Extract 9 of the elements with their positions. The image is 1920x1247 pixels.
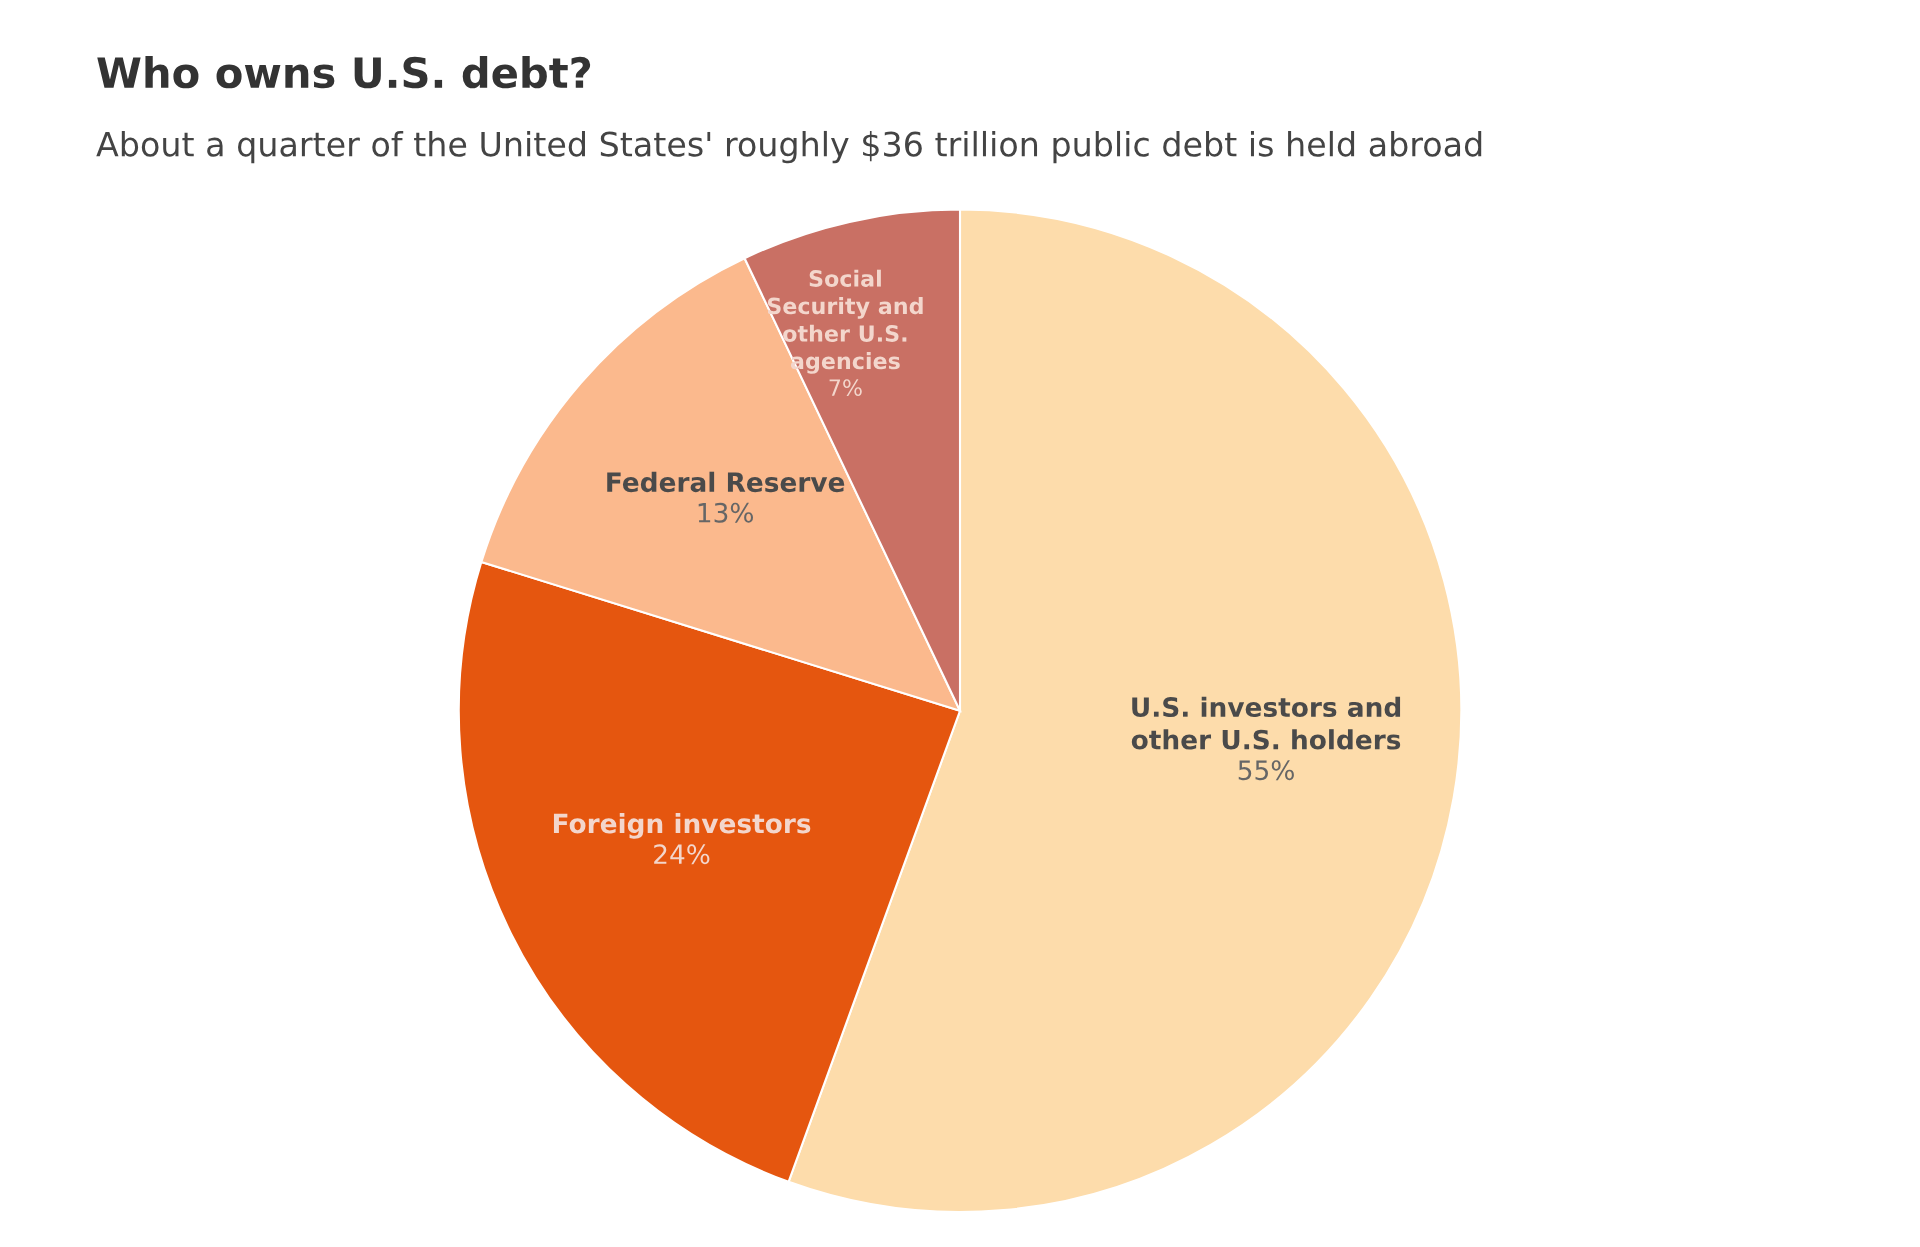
slice-label: U.S. investors and other U.S. holders: [1131, 696, 1401, 750]
slice-label: Foreign investors: [553, 813, 811, 839]
data-label: 13%: [698, 502, 753, 523]
data-label: 55%: [1238, 760, 1294, 781]
slice-label: Federal Reserve: [607, 471, 845, 493]
data-label: 7%: [829, 379, 862, 397]
data-label: 24%: [654, 844, 710, 865]
chart-title: Who owns U.S. debt?: [97, 56, 591, 89]
chart-subtitle: About a quarter of the United States' roughly $36 trillion public debt is held abroad: [96, 130, 1482, 164]
